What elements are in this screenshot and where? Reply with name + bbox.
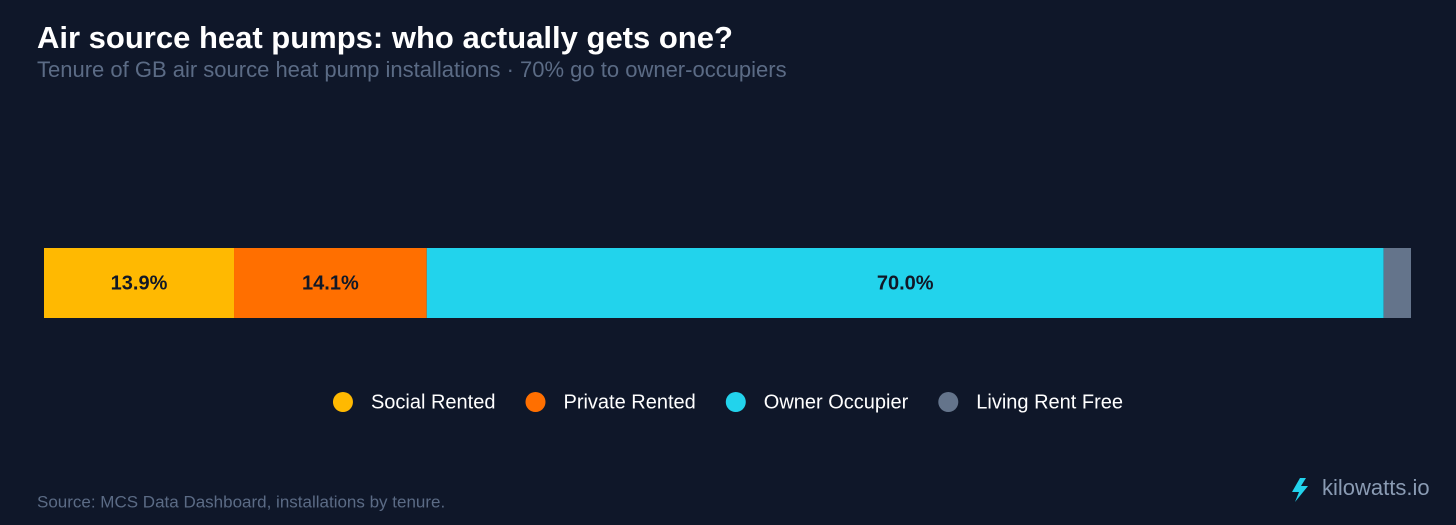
bar-segment [1383, 248, 1411, 318]
legend-label: Living Rent Free [976, 391, 1123, 413]
value-label: 70.0% [877, 272, 934, 294]
plot: 13.9% 14.1% 70.0% [44, 248, 1411, 318]
bar-segment [426, 248, 1384, 318]
legend-label: Private Rented [563, 391, 695, 413]
brand-icon [1292, 478, 1308, 502]
source-note: Source: MCS Data Dashboard, installation… [37, 492, 445, 511]
legend: Social Rented Private Rented Owner Occupie… [332, 391, 1123, 413]
legend-swatch [938, 392, 959, 412]
legend-item: Owner Occupier [725, 391, 909, 413]
legend-item: Private Rented [525, 391, 696, 413]
legend-swatch [725, 392, 746, 412]
chart-subtitle: Tenure of GB air source heat pump instal… [37, 57, 787, 82]
bar-segment [44, 248, 235, 318]
value-label: 14.1% [302, 272, 359, 294]
legend-item: Living Rent Free [938, 391, 1123, 413]
legend-item: Social Rented [332, 391, 496, 413]
bar-segment [234, 248, 427, 318]
legend-label: Social Rented [371, 391, 496, 413]
legend-swatch [525, 392, 546, 412]
legend-label: Owner Occupier [764, 391, 909, 413]
legend-swatch [332, 392, 353, 412]
value-label: 13.9% [111, 272, 168, 294]
chart-title: Air source heat pumps: who actually gets… [37, 20, 733, 55]
brand-name: kilowatts.io [1322, 475, 1430, 500]
